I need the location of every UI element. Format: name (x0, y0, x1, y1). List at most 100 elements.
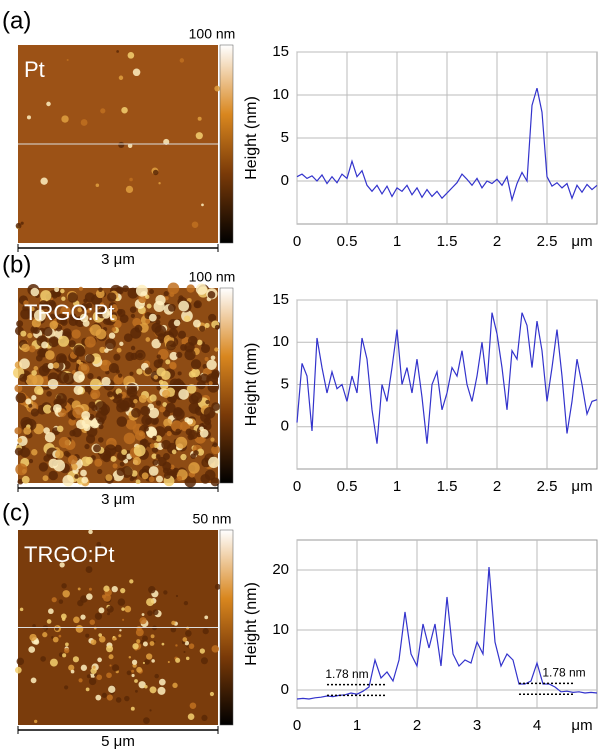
afm-grain (166, 430, 172, 437)
afm-grain (197, 116, 202, 121)
afm-grain (120, 466, 133, 478)
afm-grain (167, 661, 170, 664)
afm-grain (125, 419, 137, 430)
afm-grain (168, 328, 179, 338)
afm-grain (119, 629, 122, 632)
afm-grain (148, 407, 160, 419)
x-tick-label: 1.5 (437, 478, 458, 495)
afm-grain (163, 291, 169, 297)
afm-grain (149, 709, 152, 712)
afm-grain (94, 612, 103, 620)
afm-grain (71, 463, 78, 470)
afm-grain (89, 619, 96, 625)
afm-grain (195, 132, 203, 140)
afm-grain (152, 419, 158, 425)
afm-grain (51, 292, 58, 299)
afm-grain (88, 529, 93, 535)
afm-grain (175, 644, 178, 647)
afm-grain (107, 391, 114, 398)
afm-grain (16, 320, 24, 328)
afm-grain (47, 362, 54, 370)
afm-grain (135, 689, 138, 693)
afm-grain (129, 177, 133, 182)
x-tick-label: 1.5 (437, 233, 458, 250)
height-profile (296, 87, 598, 203)
afm-grain (61, 296, 66, 301)
afm-grain (146, 653, 153, 660)
afm-grain (133, 444, 146, 457)
scale-label: 5 μm (101, 733, 135, 750)
height-profile (296, 312, 598, 444)
afm-grain (106, 672, 112, 679)
y-tick-label: 0 (281, 172, 289, 189)
afm-grain (125, 185, 134, 194)
afm-grain (49, 320, 59, 330)
afm-grain (109, 664, 112, 667)
afm-grain (177, 330, 187, 339)
afm-grain (56, 395, 61, 400)
afm-grain (80, 469, 87, 477)
afm-grain (96, 541, 102, 547)
afm-grain (175, 436, 188, 449)
afm-grain (62, 474, 74, 487)
afm-grain (163, 590, 168, 595)
afm-grain (52, 403, 62, 413)
afm-grain (48, 608, 54, 615)
afm-grain (116, 347, 122, 353)
afm-grain (173, 319, 181, 327)
afm-grain (20, 330, 27, 337)
afm-grain (70, 669, 75, 674)
afm-grain (192, 319, 201, 328)
afm-grain (112, 463, 118, 469)
afm-grain (98, 424, 104, 430)
afm-grain (17, 438, 23, 443)
afm-grain (38, 365, 50, 377)
afm-grain (131, 669, 135, 673)
afm-grain (32, 624, 36, 628)
y-axis-label: Height (nm) (243, 582, 260, 666)
colorbar-label: 100 nm (189, 26, 236, 42)
afm-grain (175, 594, 179, 598)
afm-grain (87, 372, 94, 380)
afm-grain (97, 468, 103, 475)
afm-grain (73, 385, 84, 395)
afm-grain (40, 290, 52, 302)
afm-grain (95, 183, 100, 187)
afm-grain (199, 428, 209, 438)
afm-grain (122, 618, 125, 621)
afm-grain (178, 300, 190, 312)
afm-grain (23, 300, 29, 306)
afm-grain (105, 474, 113, 482)
afm-grain (177, 371, 182, 376)
afm-grain (151, 453, 157, 459)
afm-grain (210, 355, 216, 361)
afm-grain (143, 717, 150, 724)
afm-grain (119, 341, 124, 346)
afm-grain (59, 562, 65, 568)
afm-grain (94, 303, 100, 309)
afm-grain (76, 419, 86, 430)
y-tick-label: 5 (281, 375, 289, 392)
afm-grain (108, 332, 116, 339)
afm-grain (61, 583, 67, 589)
afm-grain (127, 52, 135, 59)
afm-grain (42, 475, 49, 482)
afm-grain (199, 325, 206, 332)
afm-grain (68, 340, 76, 348)
y-tick-label: 0 (281, 418, 289, 435)
afm-grain (141, 613, 145, 616)
afm-grain (62, 328, 72, 338)
afm-grain (143, 426, 149, 432)
afm-grain (62, 653, 67, 658)
afm-grain (148, 313, 157, 322)
afm-grain (149, 686, 157, 694)
afm-grain (171, 449, 177, 455)
afm-grain (146, 598, 155, 607)
afm-grain (36, 388, 44, 395)
afm-grain (30, 306, 35, 312)
y-axis-label: Height (nm) (243, 96, 260, 180)
x-axis-label: μm (571, 478, 592, 495)
afm-grain (14, 427, 22, 435)
afm-grain (214, 324, 220, 330)
